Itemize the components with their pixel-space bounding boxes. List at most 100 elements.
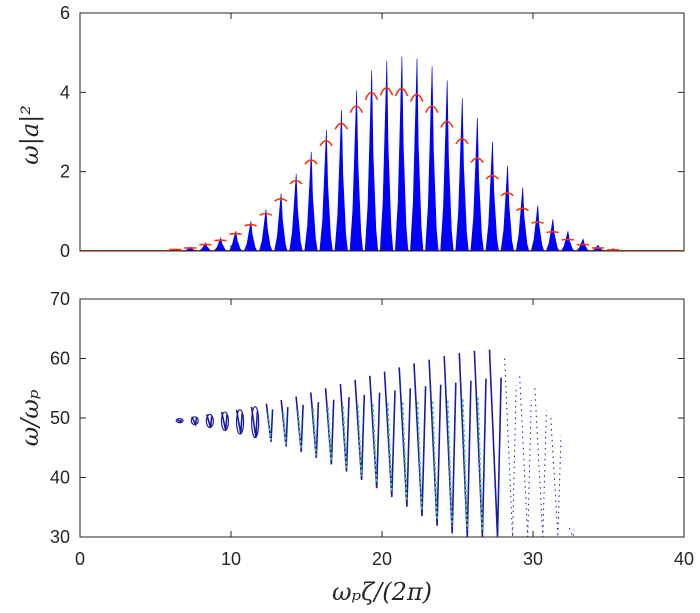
top-envelope-segment xyxy=(394,87,409,97)
top-peak xyxy=(425,66,439,252)
top-peak xyxy=(319,129,333,252)
bottom-oscillation-trace xyxy=(458,353,472,537)
bottom-loop xyxy=(175,418,184,424)
bottom-x-tick-label: 40 xyxy=(674,549,694,569)
top-peak xyxy=(394,56,409,252)
top-peak xyxy=(289,173,303,252)
top-envelope-segment xyxy=(561,238,574,241)
top-envelope-segment xyxy=(425,105,439,114)
bottom-oscillation-trace xyxy=(265,403,274,442)
bottom-axes-box xyxy=(79,298,685,538)
top-envelope-segment xyxy=(455,138,469,145)
bottom-ticks: 0 10 20 30 40 30 40 50 60 70 xyxy=(50,289,694,569)
top-envelope-segment xyxy=(379,87,394,96)
top-y-tick-label: 2 xyxy=(60,162,70,182)
top-peak xyxy=(500,165,515,252)
bottom-core-highlight xyxy=(462,399,468,530)
bottom-y-tick-label: 60 xyxy=(50,349,70,369)
top-envelope-segment xyxy=(289,179,303,185)
bottom-core-highlight xyxy=(282,411,287,445)
bottom-oscillation-trace xyxy=(534,388,547,537)
top-peak xyxy=(334,110,348,252)
bottom-plot-area xyxy=(175,349,575,537)
top-y-axis-label: ω|a|² xyxy=(16,105,45,165)
bottom-x-tick-label: 10 xyxy=(221,549,241,569)
bottom-oscillation-trace xyxy=(324,388,335,465)
top-panel: 0 2 4 6 ω|a|² xyxy=(16,3,685,261)
bottom-y-tick-label: 70 xyxy=(50,289,70,309)
top-peak xyxy=(560,231,575,252)
top-peak xyxy=(440,80,454,252)
top-peak xyxy=(379,60,394,252)
top-envelope-segment xyxy=(259,212,273,216)
bottom-core-trace xyxy=(401,402,408,502)
top-peak xyxy=(545,219,560,252)
top-envelope-segment xyxy=(485,174,499,180)
top-envelope-segment xyxy=(409,93,424,102)
bottom-oscillation-trace xyxy=(176,418,183,424)
bottom-loop xyxy=(205,413,214,429)
bottom-oscillation-trace xyxy=(354,379,366,480)
bottom-x-tick-label: 20 xyxy=(372,549,392,569)
top-envelope-segment xyxy=(304,159,318,165)
top-envelope-segment xyxy=(531,221,544,225)
top-envelope-segment xyxy=(244,223,257,227)
top-peak xyxy=(410,58,424,252)
bottom-oscillation-trace xyxy=(488,349,502,537)
bottom-oscillation-trace xyxy=(398,367,412,507)
top-envelope-segment xyxy=(546,230,559,234)
top-envelope-segment xyxy=(319,140,333,147)
top-peak xyxy=(364,70,379,252)
bottom-loop xyxy=(190,416,199,426)
bottom-core-highlight xyxy=(447,400,453,527)
bottom-core-highlight xyxy=(417,401,423,511)
bottom-core-trace xyxy=(297,410,302,450)
top-peak xyxy=(470,118,484,252)
bottom-oscillation-trace xyxy=(473,350,487,537)
top-y-tick-label: 6 xyxy=(60,3,70,23)
top-peak xyxy=(349,90,364,252)
top-envelope-segment xyxy=(274,198,288,202)
top-envelope-segment xyxy=(334,122,349,130)
bottom-oscillation-trace xyxy=(443,356,457,534)
top-peak xyxy=(274,193,288,252)
top-peak xyxy=(243,221,258,252)
bottom-oscillation-trace xyxy=(369,375,381,489)
bottom-x-tick-label: 0 xyxy=(75,549,85,569)
bottom-x-tick-label: 30 xyxy=(523,549,543,569)
top-envelope-segment xyxy=(349,105,364,114)
top-envelope-segment xyxy=(470,157,484,163)
top-peak xyxy=(455,98,469,252)
bottom-x-axis-label: ωₚζ/(2π) xyxy=(332,578,432,606)
bottom-core-highlight xyxy=(327,407,332,462)
bottom-core-highlight xyxy=(477,397,483,530)
top-peak xyxy=(530,205,545,252)
bottom-y-tick-label: 50 xyxy=(50,408,70,428)
bottom-core-trace xyxy=(312,408,317,456)
top-peak xyxy=(485,141,499,252)
bottom-loop xyxy=(251,406,260,439)
bottom-oscillation-trace xyxy=(339,384,350,472)
top-y-tick-label: 4 xyxy=(60,82,70,102)
bottom-oscillation-trace xyxy=(295,396,304,452)
top-peak xyxy=(515,187,530,252)
bottom-oscillation-trace xyxy=(413,363,427,517)
bottom-y-tick-label: 30 xyxy=(50,527,70,547)
bottom-oscillation-trace xyxy=(280,400,289,447)
top-peak xyxy=(304,151,318,252)
bottom-oscillation-trace xyxy=(310,392,320,458)
top-envelope-segment xyxy=(364,91,379,101)
bottom-oscillation-trace xyxy=(568,527,575,537)
top-peak xyxy=(259,209,273,252)
top-envelope-segment xyxy=(440,120,454,128)
bottom-core-trace xyxy=(267,413,272,441)
top-plot-area xyxy=(80,56,684,252)
top-envelope-segment xyxy=(515,207,529,212)
bottom-oscillation-trace xyxy=(383,371,396,498)
top-envelope-segment xyxy=(229,232,242,236)
bottom-core-highlight xyxy=(357,404,362,476)
top-envelope-segment xyxy=(500,192,514,197)
bottom-oscillation-trace xyxy=(504,358,517,537)
bottom-panel: 0 10 20 30 40 30 40 50 60 70 ω/ωₚ ωₚζ/(2π) xyxy=(16,289,694,606)
